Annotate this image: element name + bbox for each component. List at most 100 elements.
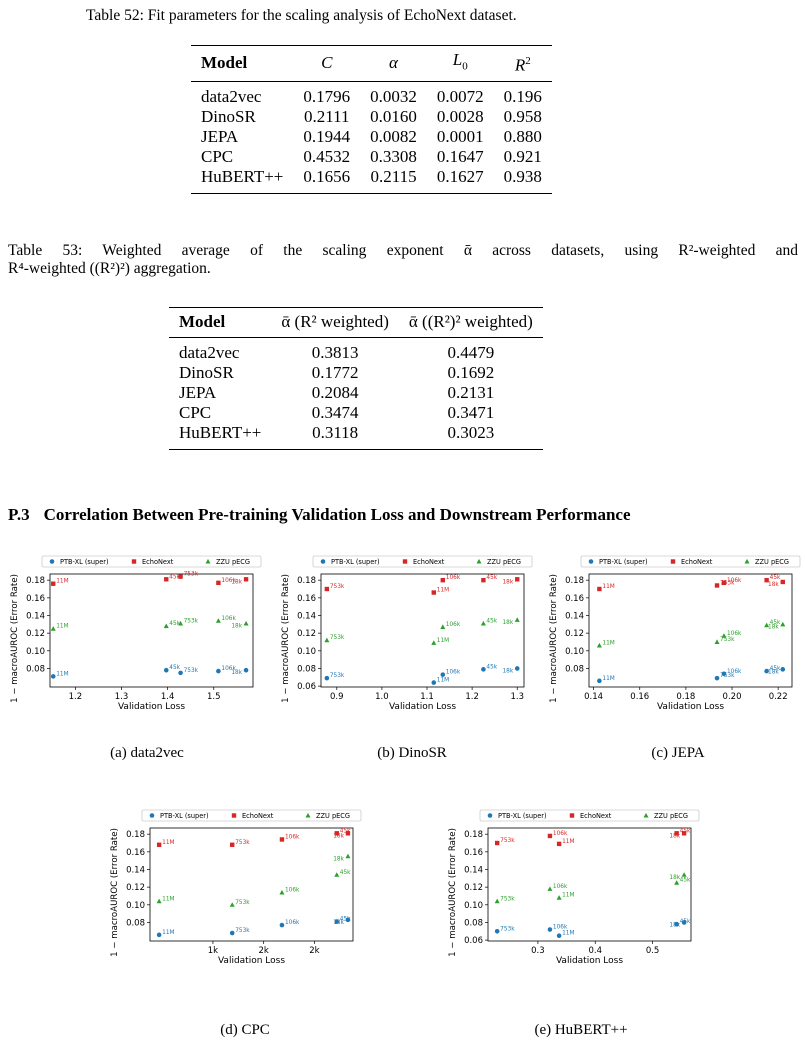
- x-axis-label: Validation Loss: [389, 702, 456, 712]
- table53-header-r2w: ᾱ (R² weighted): [281, 312, 389, 331]
- point-label: 18k: [333, 856, 344, 862]
- point-label: 45k: [340, 917, 351, 923]
- point-label: 11M: [56, 671, 68, 677]
- table52-header-model: Model: [201, 53, 248, 73]
- point-label: 18k: [231, 579, 242, 585]
- data-point: [764, 668, 769, 674]
- point-label: 18k: [669, 833, 680, 839]
- data-point: [597, 678, 602, 684]
- table52-cell-c: 0.1944: [303, 127, 351, 147]
- legend-marker-square: [569, 813, 575, 818]
- x-tick-label: 0.5: [646, 946, 660, 956]
- point-label: 753k: [235, 900, 250, 906]
- table52-row: HuBERT++ 0.1656 0.2115 0.1627 0.938: [191, 167, 552, 194]
- data-point: [547, 886, 553, 891]
- data-point: [780, 579, 785, 585]
- table53-cell-model: data2vec: [179, 343, 240, 362]
- data-point: [324, 675, 330, 681]
- data-point: [481, 667, 486, 672]
- caption-e: (e) HuBERT++: [534, 1022, 628, 1038]
- point-label: 753k: [500, 926, 515, 932]
- legend: PTB-XL (super) EchoNext ZZU pECG: [479, 809, 700, 822]
- table52-header-c: C: [293, 46, 360, 82]
- legend-marker-triangle: [744, 558, 750, 564]
- chart-dinosr: PTB-XL (super) EchoNext ZZU pECG 0.06 0.08 0.…: [279, 555, 534, 716]
- data-point: [431, 640, 437, 645]
- table52-cell-alpha: 0.0160: [370, 107, 417, 127]
- table53: Model ᾱ (R² weighted) ᾱ ((R²)² weighted)…: [169, 307, 543, 450]
- y-tick-label: 0.18: [126, 830, 145, 840]
- data-point: [216, 668, 221, 674]
- point-label: 753k: [184, 572, 199, 578]
- y-axis-label: 1 − macroAUROC (Error Rate): [281, 574, 291, 703]
- point-label: 45k: [770, 575, 781, 581]
- point-label: 45k: [486, 618, 497, 624]
- x-tick-label: 0.4: [588, 946, 602, 956]
- data-point: [50, 674, 56, 679]
- caption-a: (a) data2vec: [110, 745, 184, 761]
- data-point: [547, 833, 553, 839]
- x-tick-label: 2k: [309, 946, 319, 956]
- caption-b: (b) DinoSR: [377, 745, 447, 761]
- point-label: 753k: [330, 635, 345, 641]
- point-label: 11M: [602, 584, 614, 590]
- data-point: [494, 928, 500, 934]
- y-tick-label: 0.08: [464, 918, 483, 928]
- legend-marker-circle: [149, 813, 155, 818]
- data-point: [721, 633, 727, 638]
- data-point: [440, 672, 446, 677]
- data-point: [721, 671, 727, 677]
- data-point: [51, 581, 56, 586]
- legend-label: ZZU pECG: [755, 558, 789, 566]
- data-point: [514, 617, 520, 622]
- data-point: [243, 620, 249, 626]
- data-point: [515, 577, 520, 582]
- data-point: [279, 889, 285, 895]
- plot-frame: [487, 827, 692, 942]
- legend-label: ZZU pECG: [487, 558, 521, 566]
- y-tick-label: 0.12: [26, 629, 45, 639]
- x-axis-label: Validation Loss: [218, 956, 285, 966]
- y-tick-label: 0.06: [297, 682, 316, 692]
- x-tick-label: 0.14: [584, 692, 603, 702]
- data-point: [324, 586, 330, 592]
- legend-label: PTB-XL (super): [599, 558, 648, 566]
- legend-marker-circle: [588, 559, 594, 564]
- point-label: 106k: [446, 622, 461, 628]
- legend-marker-triangle: [305, 812, 311, 818]
- data-point: [714, 639, 720, 644]
- data-point: [721, 580, 727, 586]
- y-tick-label: 0.18: [464, 830, 483, 840]
- data-point: [674, 831, 679, 836]
- plot-frame: [149, 827, 354, 942]
- table52-cell-l0: 0.0072: [436, 87, 484, 107]
- data-point: [178, 670, 183, 676]
- x-tick-label: 0.3: [531, 946, 545, 956]
- data-point: [243, 577, 249, 582]
- data-point: [50, 626, 56, 631]
- data-point: [780, 621, 786, 627]
- point-label: 753k: [235, 840, 250, 846]
- section-number: P.3: [8, 505, 30, 524]
- table52-cell-l0: 0.1647: [436, 147, 484, 167]
- point-label: 753k: [330, 584, 345, 590]
- point-label: 753k: [720, 637, 735, 643]
- caption-c: (c) JEPA: [651, 745, 705, 761]
- point-label: 753k: [500, 838, 515, 844]
- x-tick-label: 1.0: [375, 692, 389, 702]
- table53-caption-line1: Table 53: Weighted average of the scalin…: [8, 242, 798, 259]
- chart-hubert: PTB-XL (super) EchoNext ZZU pECG 0.06 0.08 0.…: [446, 809, 701, 970]
- point-label: 11M: [562, 893, 574, 899]
- data-point: [440, 624, 446, 629]
- table52-cell-model: JEPA: [201, 127, 239, 147]
- x-tick-label: 1.4: [161, 692, 175, 702]
- point-label: 18k: [231, 623, 242, 629]
- table52-cell-r2: 0.196: [503, 87, 542, 107]
- legend-label: ZZU pECG: [316, 812, 350, 820]
